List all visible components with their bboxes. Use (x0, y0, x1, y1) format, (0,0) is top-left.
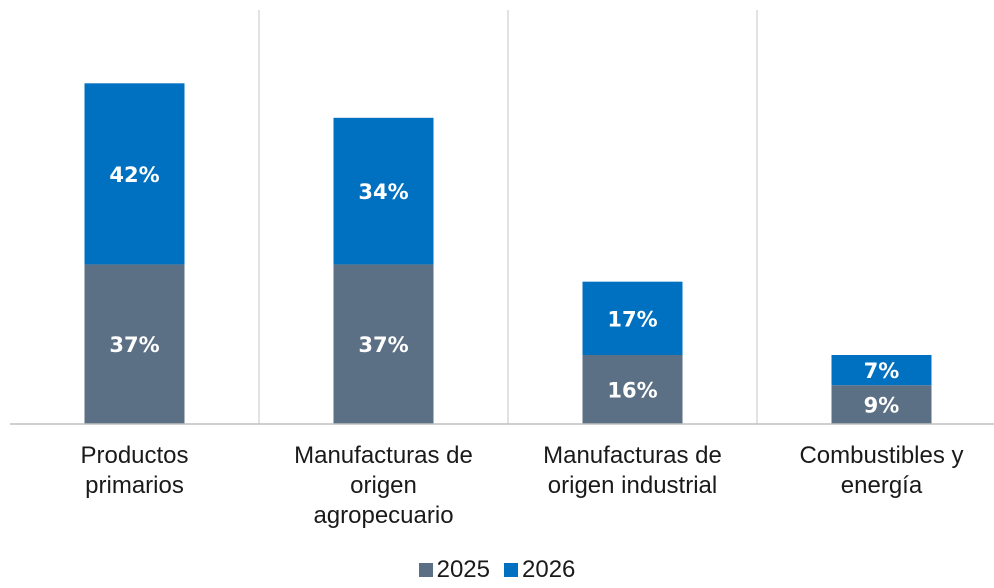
category-label-2: Manufacturas de origen industrial (543, 442, 722, 499)
category-label-0: Productos primarios (80, 442, 189, 499)
bar-2025-2 (582, 355, 683, 424)
data-label-2026-0: 42% (109, 163, 159, 187)
bar-2026-0 (84, 83, 185, 265)
legend-label-2026: 2026 (522, 556, 576, 583)
data-label-2025-2: 16% (607, 379, 657, 403)
legend: 2025 2026 (0, 556, 994, 584)
legend-swatch-2025 (418, 563, 433, 577)
category-label-1: Manufacturas de origen agropecuario (294, 442, 473, 529)
data-label-2025-3: 9% (864, 394, 900, 418)
bar-2026-3 (831, 355, 932, 386)
data-label-2025-1: 37% (358, 333, 408, 357)
category-label-3: Combustibles y energía (799, 442, 964, 499)
bars-group (84, 83, 932, 424)
bar-2025-3 (831, 385, 932, 424)
data-labels-group: 37% 42% 37% 34% 16% 17% 9% 7% (109, 163, 899, 418)
legend-item-2026: 2026 (504, 556, 575, 584)
bar-2025-0 (84, 264, 185, 424)
legend-label-2025: 2025 (436, 556, 490, 583)
category-dividers (258, 10, 758, 424)
data-label-2025-0: 37% (109, 333, 159, 357)
data-label-2026-3: 7% (864, 359, 900, 383)
bar-2026-2 (582, 281, 683, 355)
legend-swatch-2026 (504, 563, 518, 577)
data-label-2026-1: 34% (358, 180, 408, 204)
legend-item-2025: 2025 (418, 556, 490, 584)
data-label-2026-2: 17% (607, 307, 657, 331)
bar-2026-1 (333, 117, 434, 265)
bar-2025-1 (333, 264, 434, 424)
